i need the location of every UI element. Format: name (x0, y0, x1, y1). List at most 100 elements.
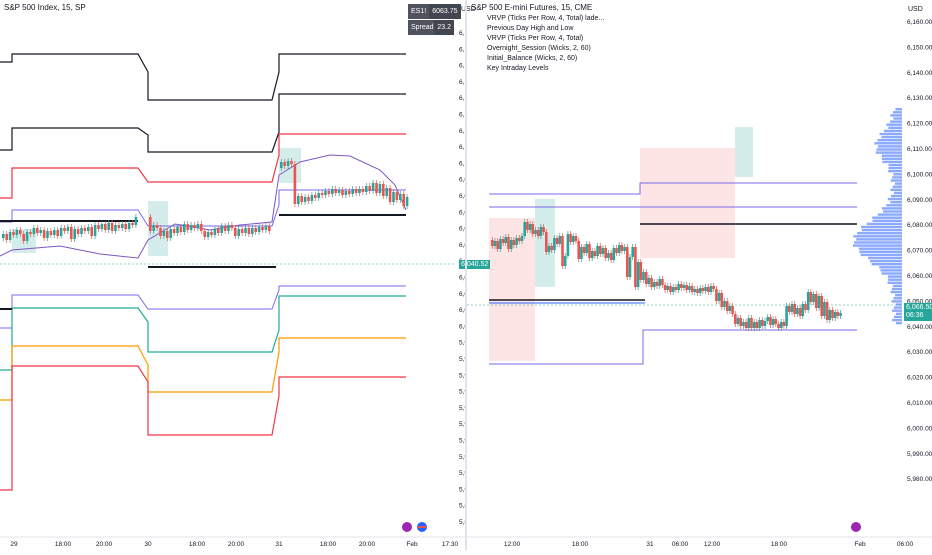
candle-body (200, 224, 203, 231)
candle-body (100, 224, 104, 229)
candle-body (604, 248, 607, 258)
candle-body (555, 238, 559, 244)
indicator-3[interactable]: VRVP (Ticks Per Row, 4, Total) (487, 35, 584, 42)
volume-profile-bar (893, 173, 902, 176)
candle-body (677, 284, 680, 290)
volume-profile-bar (892, 176, 902, 179)
candle-body (395, 192, 399, 200)
volume-profile-bar (893, 306, 902, 309)
volume-profile-bar (860, 253, 902, 257)
candle-body (793, 304, 796, 314)
right-chart-pane[interactable]: 6,160.00 6,150.00 6,140.00 6,130.00 6,120.00… (467, 0, 932, 550)
candle-body (87, 227, 90, 231)
candle-body (358, 189, 361, 193)
volume-profile-bar (882, 160, 902, 164)
indicator-1[interactable]: VRVP (Ticks Per Row, 4, Total) lade... (487, 15, 605, 22)
right-chart-canvas[interactable]: 6,160.00 6,150.00 6,140.00 6,130.00 6,120.00… (467, 0, 932, 550)
candle-body (227, 225, 230, 231)
candle-body (569, 234, 572, 242)
candle-body (531, 224, 535, 234)
volume-profile-bar (891, 318, 902, 322)
volume-profile-bar (894, 182, 902, 185)
candle-body (90, 227, 93, 236)
candle-body (707, 287, 710, 292)
candle-body (49, 231, 53, 235)
pane-divider[interactable] (465, 0, 467, 550)
right-time-tick: 12:00 (504, 541, 521, 548)
candle-body (593, 251, 597, 256)
volume-profile-bar (895, 294, 902, 297)
right-price-tick: 6,000.00 (907, 425, 932, 432)
indicator-5[interactable]: Initial_Balance (Wicks, 2, 60) (487, 55, 578, 62)
tradingview-logo-icon (851, 522, 861, 532)
candle-body (631, 247, 634, 257)
candle-body (742, 322, 745, 326)
left-chart-title[interactable]: S&P 500 Index, 15, SP (4, 3, 86, 12)
candle-body (752, 322, 756, 328)
candle-body (723, 301, 726, 307)
candle-body (650, 278, 653, 287)
candle-body (671, 287, 675, 292)
candle-body (293, 164, 297, 204)
candle-body (539, 227, 543, 236)
candle-body (712, 286, 715, 289)
candle-body (833, 312, 837, 318)
volume-profile-bar (881, 272, 902, 275)
candle-body (509, 240, 513, 249)
candle-body (788, 306, 791, 312)
badge-spread-value: 23.2 (434, 20, 454, 35)
candle-body (572, 236, 575, 242)
candle-body (56, 230, 59, 236)
candle-body (663, 285, 667, 290)
candle-body (399, 194, 402, 200)
right-price-tick: 6,090.00 (907, 197, 932, 204)
right-price-tick: 6,010.00 (907, 400, 932, 407)
candle-body (36, 228, 39, 233)
candle-body (585, 244, 589, 253)
indicator-4[interactable]: Overnight_Session (Wicks, 2, 60) (487, 45, 591, 52)
candle-body (688, 286, 691, 290)
candle-body (121, 224, 124, 228)
volume-profile-bar (895, 303, 902, 306)
candle-body (825, 302, 829, 320)
candle-body (504, 237, 508, 243)
candle-body (361, 189, 365, 192)
candle-body (620, 245, 624, 251)
right-price-tick: 5,990.00 (907, 451, 932, 458)
right-countdown: 06:36 (906, 312, 924, 319)
candle-body (155, 225, 159, 228)
candle-body (344, 191, 348, 195)
indicator-2[interactable]: Previous Day High and Low (487, 25, 574, 32)
volume-profile-bar (878, 145, 902, 148)
candle-body (558, 236, 562, 244)
candle-body (300, 196, 303, 202)
candle-body (507, 237, 510, 249)
candle-body (582, 247, 586, 253)
candle-body (666, 286, 670, 290)
indicator-legend[interactable]: VRVP (Ticks Per Row, 4, Total) lade... P… (487, 14, 604, 74)
candle-body (796, 308, 799, 314)
candle-body (382, 184, 385, 196)
candle-body (801, 304, 805, 316)
candle-body (815, 294, 818, 308)
candle-body (162, 231, 166, 236)
left-chart-pane[interactable]: 6,180.006,170.006,160.006,150.006,140.00… (0, 0, 491, 550)
candle-body (337, 190, 341, 193)
candle-body (820, 296, 823, 316)
indicator-6[interactable]: Key Intraday Levels (487, 65, 549, 72)
right-chart-title[interactable]: S&P 500 E-mini Futures, 15, CME (471, 3, 593, 12)
candle-body (823, 302, 826, 316)
candle-body (392, 192, 395, 202)
volume-profile-bar (881, 154, 902, 157)
key-level-line (0, 295, 406, 371)
candle-body (388, 188, 392, 202)
left-chart-canvas[interactable]: 6,180.006,170.006,160.006,150.006,140.00… (0, 0, 485, 550)
candle-body (264, 226, 268, 230)
volume-profile-bar (892, 185, 902, 188)
volume-profile-bar (880, 269, 902, 272)
candle-body (739, 318, 742, 326)
candle-body (812, 294, 815, 302)
candle-body (563, 256, 567, 266)
volume-profile-bar (871, 263, 902, 266)
candle-body (685, 285, 688, 290)
